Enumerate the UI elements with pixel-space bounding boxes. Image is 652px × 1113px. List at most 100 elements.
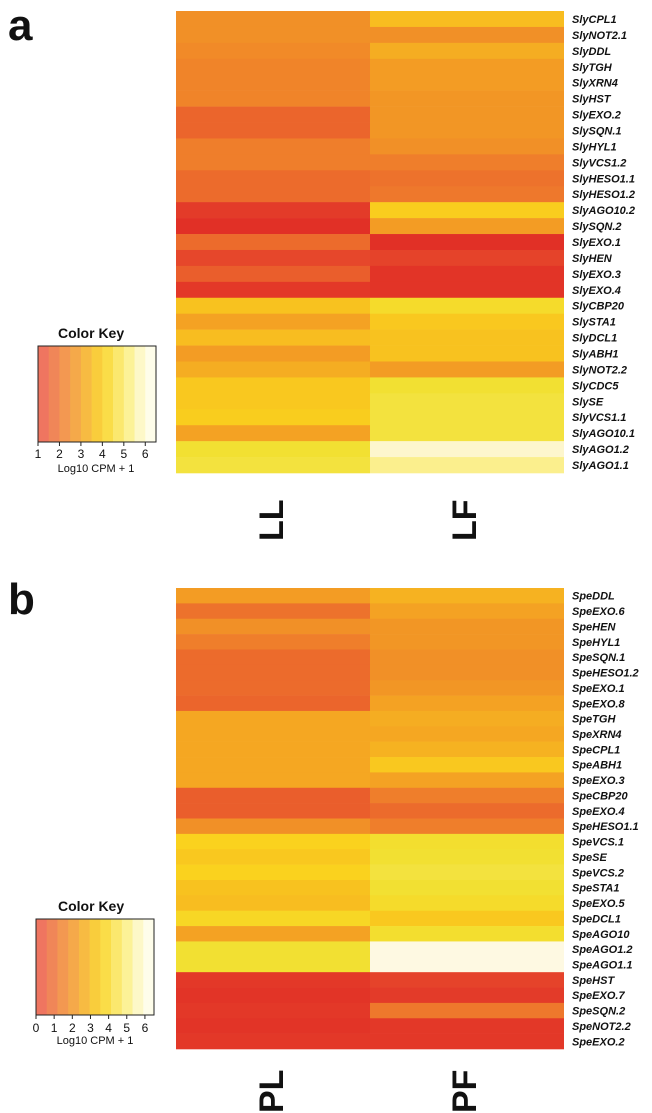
gene-label-spehyl1: SpeHYL1 <box>572 637 620 649</box>
heatmap-cell-speddl-pf <box>370 588 564 604</box>
color-key-tick-label: 5 <box>123 1021 130 1035</box>
gene-label-slyddl: SlyDDL <box>572 46 611 58</box>
color-key-swatch <box>111 919 123 1015</box>
heatmap-cell-slyse-lf <box>370 393 564 410</box>
gene-label-slyvcs1-2: SlyVCS1.2 <box>572 157 626 169</box>
gene-label-speexo-6: SpeEXO.6 <box>572 606 625 618</box>
heatmap-cell-speexo-5-pl <box>176 895 370 911</box>
gene-label-speabh1: SpeABH1 <box>572 760 622 772</box>
heatmap-cell-speexo-1-pf <box>370 680 564 696</box>
heatmap-cell-spetgh-pf <box>370 710 564 727</box>
gene-label-spehst: SpeHST <box>572 975 615 987</box>
heatmap-cell-spese-pl <box>176 849 370 865</box>
heatmap-cell-slyago10-2-lf <box>370 202 564 219</box>
heatmap-cell-slyvcs1-2-lf <box>370 154 564 171</box>
color-key-swatch <box>91 346 103 442</box>
color-key-tick-label: 6 <box>142 1021 149 1035</box>
gene-label-slyabh1: SlyABH1 <box>572 349 618 361</box>
heatmap-cell-slysta1-ll <box>176 313 370 330</box>
gene-label-slynot2-1: SlyNOT2.1 <box>572 30 627 42</box>
heatmap-cell-spesta1-pf <box>370 879 564 896</box>
color-key-swatch <box>134 346 146 442</box>
heatmap-cell-speheso1-2-pl <box>176 664 370 681</box>
gene-label-spevcs-2: SpeVCS.2 <box>572 867 624 879</box>
color-key-tick-label: 4 <box>105 1021 112 1035</box>
color-key-bar-b <box>36 919 155 1015</box>
heatmap-cell-spevcs-2-pl <box>176 864 370 881</box>
heatmap-cell-slyexo-4-lf <box>370 281 564 299</box>
gene-label-speheso1-1: SpeHESO1.1 <box>572 821 639 833</box>
gene-label-speddl: SpeDDL <box>572 591 615 603</box>
heatmap-cell-slydcl1-ll <box>176 329 370 346</box>
heatmap-cell-slyexo-4-ll <box>176 281 370 299</box>
gene-label-slyhst: SlyHST <box>572 94 612 106</box>
panel-a: a SlyCPL1SlyNOT2.1SlyDDLSlyTGHSlyXRN4Sly… <box>8 1 635 541</box>
heatmap-cell-speheso1-1-pl <box>176 818 370 835</box>
gene-label-slytgh: SlyTGH <box>572 62 613 74</box>
gene-label-slyhyl1: SlyHYL1 <box>572 141 617 153</box>
gene-label-spedcl1: SpeDCL1 <box>572 913 621 925</box>
gene-label-slydcl1: SlyDCL1 <box>572 333 617 345</box>
color-key-swatch <box>70 346 82 442</box>
gene-label-spesqn-1: SpeSQN.1 <box>572 652 625 664</box>
color-key-tick-label: 5 <box>120 447 127 461</box>
color-key-label-b: Log10 CPM + 1 <box>57 1035 134 1047</box>
color-key-swatch <box>46 919 58 1015</box>
gene-label-speexo-7: SpeEXO.7 <box>572 990 625 1002</box>
heatmap-cell-slyvcs1-1-ll <box>176 409 370 426</box>
heatmap-cell-slyexo-2-lf <box>370 106 564 123</box>
gene-label-slynot2-2: SlyNOT2.2 <box>572 364 627 376</box>
gene-label-slycpl1: SlyCPL1 <box>572 14 617 26</box>
heatmap-cell-slyago1-2-lf <box>370 441 564 458</box>
heatmap-cell-slycbp20-ll <box>176 297 370 314</box>
gene-label-slyago10-2: SlyAGO10.2 <box>572 205 635 217</box>
gene-label-slyago1-2: SlyAGO1.2 <box>572 444 629 456</box>
gene-label-speexo-8: SpeEXO.8 <box>572 698 625 710</box>
color-key-swatch <box>68 919 80 1015</box>
heatmap-cell-slyabh1-lf <box>370 345 564 362</box>
gene-label-spehen: SpeHEN <box>572 621 616 633</box>
gene-labels-b: SpeDDL SpeEXO.6 SpeHEN SpeHYL1 SpeSQN.1 SpeHE… <box>572 591 639 1049</box>
gene-label-spenot2-2: SpeNOT2.2 <box>572 1021 631 1033</box>
heatmap-cell-slysta1-lf <box>370 313 564 330</box>
heatmap-cell-speexo-3-pl <box>176 772 370 789</box>
heatmap-cell-slytgh-lf <box>370 58 564 76</box>
gene-label-speexo-1: SpeEXO.1 <box>572 683 625 695</box>
gene-label-slyago1-1: SlyAGO1.1 <box>572 460 629 472</box>
color-key-swatch <box>123 346 135 442</box>
heatmap-cell-speexo-4-pl <box>176 803 370 819</box>
heatmap-cell-specbp20-pl <box>176 787 370 804</box>
gene-label-spevcs-1: SpeVCS.1 <box>572 837 624 849</box>
color-key-label-a: Log10 CPM + 1 <box>58 463 135 475</box>
heatmap-cell-spehyl1-pf <box>370 634 564 650</box>
heatmap-cell-speexo-8-pl <box>176 695 370 712</box>
heatmap-cell-slydcl1-lf <box>370 329 564 346</box>
heatmap-cell-spehen-pf <box>370 618 564 635</box>
panel-label-b: b <box>8 575 35 624</box>
heatmap-cell-slyexo-3-ll <box>176 265 370 283</box>
gene-label-slycdc5: SlyCDC5 <box>572 380 619 392</box>
gene-label-slycbp20: SlyCBP20 <box>572 301 625 313</box>
heatmap-cell-spevcs-2-pf <box>370 864 564 881</box>
heatmap-cell-spesqn-1-pl <box>176 649 370 666</box>
gene-label-spesta1: SpeSTA1 <box>572 883 619 895</box>
heatmap-cell-speago1-2-pf <box>370 941 564 958</box>
heatmap-cell-slynot2-1-ll <box>176 26 370 44</box>
heatmap-cell-spesqn-2-pl <box>176 1002 370 1019</box>
heatmap-cell-slyago1-2-ll <box>176 441 370 458</box>
heatmap-cell-spehen-pl <box>176 618 370 635</box>
heatmap-b <box>176 588 564 1050</box>
heatmap-cell-slyhen-lf <box>370 249 564 267</box>
heatmap-cell-speexo-4-pf <box>370 803 564 819</box>
heatmap-cell-slycpl1-lf <box>370 11 564 28</box>
gene-label-spesqn-2: SpeSQN.2 <box>572 1006 625 1018</box>
heatmap-cell-slyxrn4-ll <box>176 74 370 91</box>
gene-label-specpl1: SpeCPL1 <box>572 744 620 756</box>
heatmap-cell-slyago10-2-ll <box>176 202 370 219</box>
heatmap-cell-slyddl-lf <box>370 42 564 60</box>
heatmap-cell-slynot2-2-ll <box>176 361 370 378</box>
gene-label-speexo-3: SpeEXO.3 <box>572 775 625 787</box>
heatmap-cell-specpl1-pf <box>370 741 564 758</box>
